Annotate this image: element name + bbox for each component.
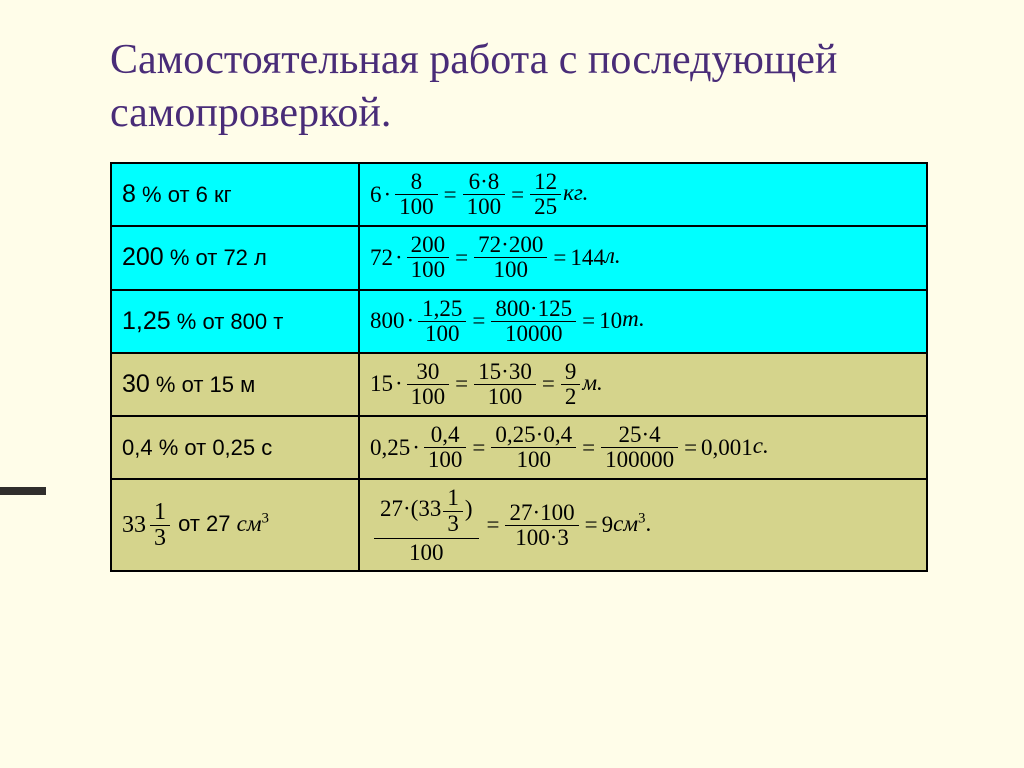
problem-cell: 200 % от 72 л xyxy=(111,226,359,289)
solution-cell: 800·1,25100=800·12510000=10т. xyxy=(359,290,927,353)
page-title: Самостоятельная работа с последующей сам… xyxy=(0,0,1024,139)
table-row: 3313 от 27 см327·(3313)100=27·100100·3=9… xyxy=(111,479,927,571)
solution-cell: 72·200100=72·200100=144л. xyxy=(359,226,927,289)
solution-cell: 27·(3313)100=27·100100·3=9см3. xyxy=(359,479,927,571)
problem-cell: 1,25 % от 800 т xyxy=(111,290,359,353)
worksheet-table: 8 % от 6 кг6·8100=6·8100=1225кг.200 % от… xyxy=(110,162,928,572)
solution-cell: 6·8100=6·8100=1225кг. xyxy=(359,163,927,226)
problem-cell: 30 % от 15 м xyxy=(111,353,359,416)
solution-cell: 0,25·0,4100=0,25·0,4100=25·4100000=0,001… xyxy=(359,416,927,479)
table-row: 200 % от 72 л72·200100=72·200100=144л. xyxy=(111,226,927,289)
problem-cell: 3313 от 27 см3 xyxy=(111,479,359,571)
solution-cell: 15·30100=15·30100=92м. xyxy=(359,353,927,416)
table-row: 0,4 % от 0,25 с0,25·0,4100=0,25·0,4100=2… xyxy=(111,416,927,479)
table-row: 30 % от 15 м15·30100=15·30100=92м. xyxy=(111,353,927,416)
accent-bar xyxy=(0,487,46,495)
problem-cell: 8 % от 6 кг xyxy=(111,163,359,226)
table-row: 8 % от 6 кг6·8100=6·8100=1225кг. xyxy=(111,163,927,226)
problem-cell: 0,4 % от 0,25 с xyxy=(111,416,359,479)
table-row: 1,25 % от 800 т800·1,25100=800·12510000=… xyxy=(111,290,927,353)
